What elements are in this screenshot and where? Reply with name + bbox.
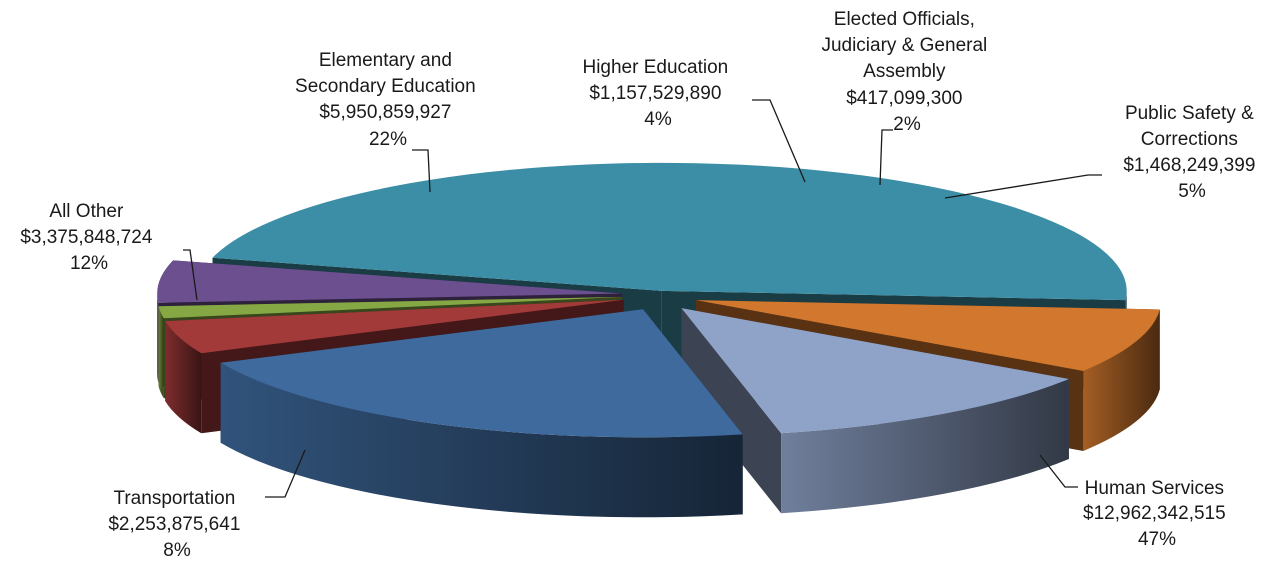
label-transportation-value: $2,253,875,641 <box>108 514 240 535</box>
slice-rim-transportation <box>1083 309 1160 451</box>
leader-line-elected <box>879 129 893 186</box>
label-higher-ed-name: Higher Education <box>582 57 728 78</box>
slice-side-all-other-end <box>681 308 782 514</box>
label-transportation: Transportation $2,253,875,641 8% <box>108 488 245 561</box>
slice-elected-officials-judiciary-general-assembly <box>158 296 623 319</box>
slice-rim-elementary-and-secondary-education <box>220 362 743 518</box>
label-all-other-name: All Other <box>49 201 124 222</box>
leader-line-elementary <box>412 149 431 193</box>
leader-line-higher-ed <box>752 99 806 183</box>
slice-higher-education <box>165 299 624 354</box>
label-higher-education: Higher Education $1,157,529,890 4% <box>582 57 733 130</box>
label-elementary-name-2: Secondary Education <box>295 76 476 97</box>
label-public-safety-percent: 5% <box>1178 181 1206 202</box>
label-elementary-secondary: Elementary and Secondary Education $5,95… <box>295 50 481 150</box>
leader-lines <box>183 99 1102 498</box>
slice-all-other <box>681 308 1069 434</box>
label-elected-name-2: Judiciary & General <box>821 35 987 56</box>
slice-public-safety-corrections <box>157 260 623 303</box>
leader-line-transportation <box>265 449 306 498</box>
label-elected-percent: 2% <box>893 114 921 135</box>
label-public-safety-name-1: Public Safety & <box>1125 103 1254 124</box>
label-elected-value: $417,099,300 <box>846 88 962 109</box>
label-all-other-value: $3,375,848,724 <box>20 227 153 248</box>
slice-human-services <box>212 162 1127 301</box>
label-higher-ed-percent: 4% <box>644 109 672 130</box>
label-transportation-percent: 8% <box>163 540 191 561</box>
label-higher-ed-value: $1,157,529,890 <box>589 83 721 104</box>
slice-rim-elected-officials-judiciary-general-assembly <box>158 306 164 399</box>
slice-rim-higher-education <box>165 321 202 434</box>
label-transportation-name: Transportation <box>113 488 235 509</box>
pie-slices <box>157 162 1160 518</box>
leader-line-all-other <box>183 249 198 301</box>
label-public-safety-value: $1,468,249,399 <box>1123 155 1255 176</box>
slice-rim-all-other <box>781 378 1069 514</box>
slice-elementary-and-secondary-education <box>220 309 743 438</box>
label-human-services: Human Services $12,962,342,515 47% <box>1083 478 1231 550</box>
label-human-services-value: $12,962,342,515 <box>1083 503 1226 524</box>
label-human-services-percent: 47% <box>1138 529 1176 550</box>
label-elected-officials: Elected Officials, Judiciary & General A… <box>821 9 992 135</box>
label-elementary-value: $5,950,859,927 <box>319 102 451 123</box>
slice-transportation <box>695 300 1160 371</box>
label-all-other-percent: 12% <box>70 253 108 274</box>
label-elected-name-1: Elected Officials, <box>834 9 975 30</box>
label-elementary-name-1: Elementary and <box>319 50 452 71</box>
label-elected-name-3: Assembly <box>863 61 946 82</box>
label-elementary-percent: 22% <box>369 129 407 150</box>
label-all-other: All Other $3,375,848,724 12% <box>20 201 157 274</box>
leader-line-public-safety <box>944 174 1102 199</box>
leader-line-human-services <box>1039 454 1078 488</box>
slice-rim-public-safety-corrections <box>157 293 159 383</box>
label-public-safety: Public Safety & Corrections $1,468,249,3… <box>1123 103 1260 202</box>
label-public-safety-name-2: Corrections <box>1141 129 1238 150</box>
label-human-services-name: Human Services <box>1085 478 1224 499</box>
